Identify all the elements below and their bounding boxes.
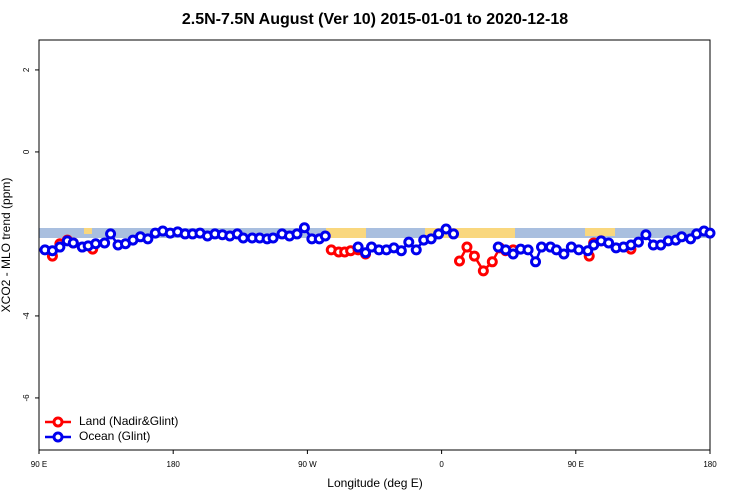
x-tick-label: 180 — [703, 460, 717, 469]
data-point — [603, 237, 615, 249]
data-point — [425, 233, 437, 245]
data-point — [448, 228, 460, 240]
y-axis-label: XCO2 - MLO trend (ppm) — [0, 178, 13, 313]
land-strip — [425, 228, 515, 238]
x-tick-label: 90 E — [31, 460, 47, 469]
data-point — [477, 265, 489, 277]
legend-label: Ocean (Glint) — [79, 429, 150, 443]
data-point — [237, 232, 249, 244]
data-point — [267, 232, 279, 244]
data-point — [352, 241, 364, 253]
land-strip — [326, 228, 366, 238]
legend-label: Land (Nadir&Glint) — [79, 414, 178, 428]
x-tick-label: 90 W — [298, 460, 317, 469]
data-point — [319, 230, 331, 242]
data-point — [440, 223, 452, 235]
data-point — [676, 231, 688, 243]
y-tick-label: -4 — [22, 312, 31, 320]
x-tick-label: 0 — [439, 460, 444, 469]
x-tick-label: 180 — [167, 460, 181, 469]
data-point — [453, 255, 465, 267]
x-axis-label: Longitude (deg E) — [327, 476, 422, 490]
ocean-strip — [39, 228, 709, 238]
data-point — [433, 228, 445, 240]
data-point — [395, 245, 407, 257]
land-strip — [585, 228, 615, 236]
data-point — [704, 227, 716, 239]
chart-title: 2.5N-7.5N August (Ver 10) 2015-01-01 to … — [182, 11, 568, 28]
data-point — [105, 228, 117, 240]
data-point — [67, 237, 79, 249]
data-point — [507, 248, 519, 260]
legend-marker — [52, 416, 64, 428]
data-point — [522, 244, 534, 256]
data-point — [536, 241, 548, 253]
data-point — [298, 222, 310, 234]
land-strip — [84, 228, 92, 234]
y-tick-label: 0 — [22, 149, 31, 154]
plot-frame — [38, 39, 711, 451]
data-point — [558, 248, 570, 260]
data-point — [461, 241, 473, 253]
data-point — [142, 233, 154, 245]
data-point — [90, 238, 102, 250]
data-point — [54, 241, 66, 253]
data-point — [291, 228, 303, 240]
y-tick-label: -6 — [22, 394, 31, 402]
data-point — [99, 237, 111, 249]
data-point — [410, 244, 422, 256]
x-tick-label: 90 E — [568, 460, 584, 469]
data-point — [486, 256, 498, 268]
data-point — [640, 229, 652, 241]
data-point — [632, 236, 644, 248]
data-point — [468, 250, 480, 262]
surface-mask — [39, 228, 709, 238]
data-point — [403, 236, 415, 248]
data-point — [573, 244, 585, 256]
data-point — [530, 256, 542, 268]
legend-marker — [52, 431, 64, 443]
y-tick-label: 2 — [22, 67, 31, 72]
